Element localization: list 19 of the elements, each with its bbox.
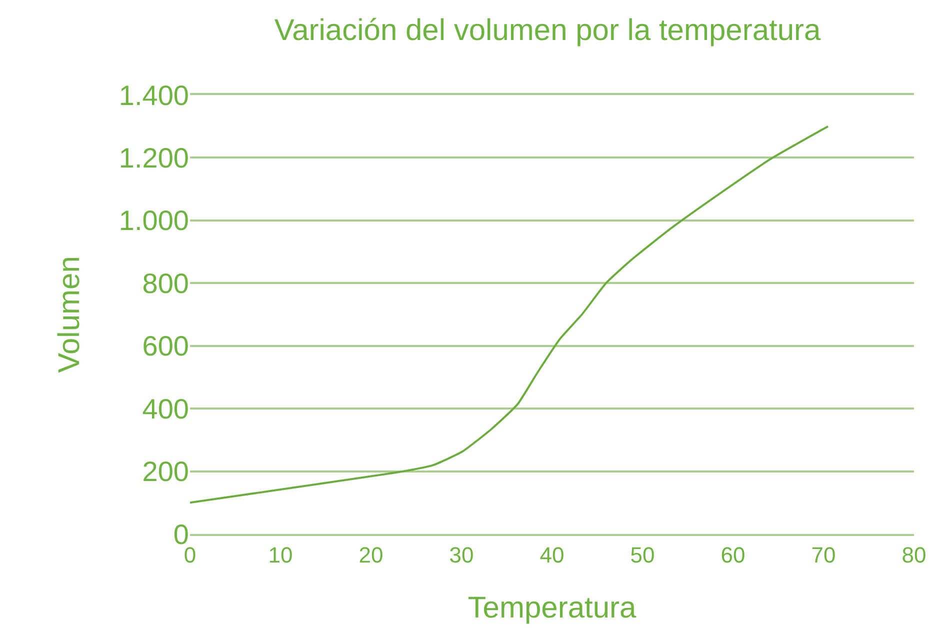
y-tick-label: 1.000	[118, 205, 189, 236]
x-tick-label: 50	[630, 542, 655, 568]
x-tick-label: 30	[449, 542, 474, 568]
y-tick-label: 1.400	[118, 80, 189, 111]
x-tick-label: 80	[902, 542, 926, 568]
x-tick-label: 70	[811, 542, 836, 568]
y-tick-label: 800	[142, 268, 189, 299]
x-tick-label: 20	[358, 542, 384, 568]
x-tick-label: 60	[720, 542, 746, 568]
y-axis-title: Volumen	[52, 256, 86, 373]
y-tick-label: 1.200	[118, 142, 189, 174]
chart-title: Variación del volumen por la temperatura	[274, 14, 822, 47]
x-tick-label: 10	[268, 542, 293, 568]
x-axis-title: Temperatura	[468, 591, 637, 624]
x-tick-label: 40	[540, 542, 564, 568]
y-tick-label: 600	[142, 330, 189, 362]
y-tick-label: 200	[142, 456, 189, 488]
y-tick-label: 400	[142, 393, 189, 424]
line-series	[190, 125, 830, 504]
